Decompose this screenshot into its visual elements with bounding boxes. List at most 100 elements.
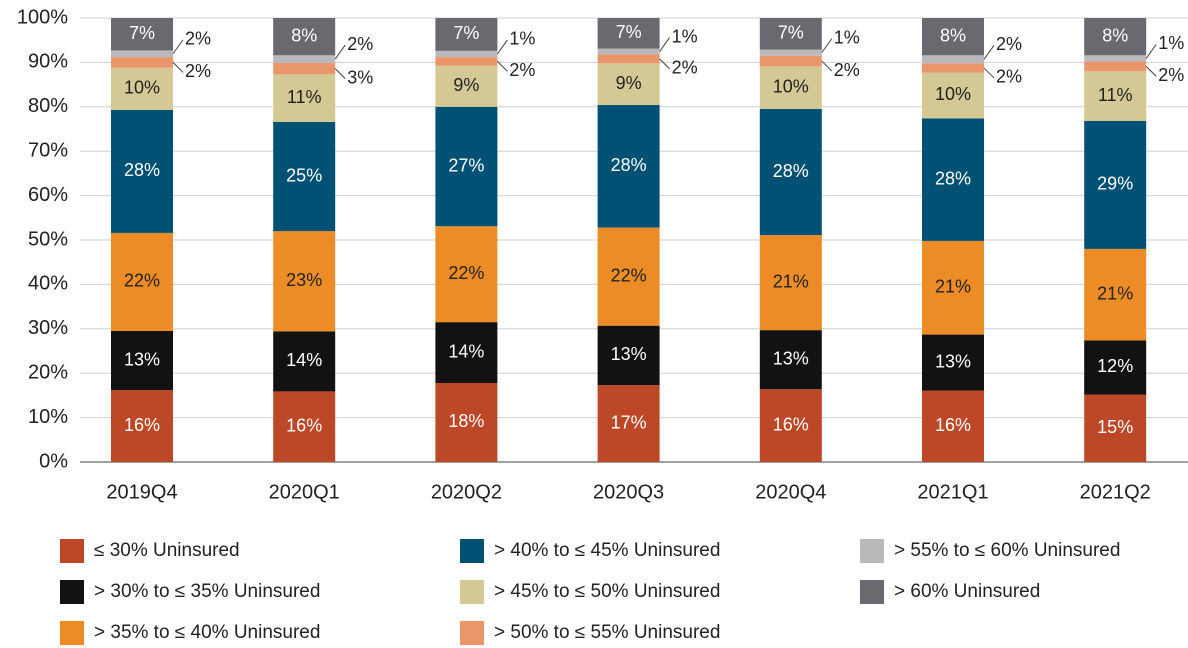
x-tick-label: 2020Q3 [593,481,664,503]
bar-segment [111,67,173,110]
bar-segment [1084,394,1147,462]
bar-segment [111,331,173,391]
leader-line [983,45,995,60]
bar-segment [273,331,336,392]
data-label: 2% [185,61,211,81]
data-label: 7% [778,23,804,43]
legend-swatch [460,539,484,563]
data-label: 14% [286,350,322,370]
bar-segment [273,231,336,332]
bar-segment [597,227,660,326]
bar-segment [1084,55,1147,62]
bar-segment [922,63,984,73]
data-label: 1% [1158,33,1184,53]
data-label: 10% [773,76,809,96]
leader-line [334,44,346,60]
leader-line [983,67,995,79]
bar-segment [435,322,498,383]
bar-segment [1084,71,1147,122]
data-label: 29% [1097,174,1133,194]
data-label: 3% [347,67,373,87]
data-label: 11% [1098,85,1133,105]
data-label: 10% [935,84,971,104]
bar-segment [435,382,498,462]
bar-segment [759,18,822,50]
data-label: 9% [616,73,642,93]
bar-segment [597,54,660,64]
data-label: 9% [453,75,479,95]
y-tick-label: 0% [39,450,68,472]
bar-segment [111,232,173,332]
data-label: 2% [1158,65,1184,85]
leader-line [821,38,833,53]
legend-label: > 55% to ≤ 60% Uninsured [894,540,1120,561]
legend-swatch [460,580,484,604]
data-label: 2% [509,60,535,80]
legend-label: > 40% to ≤ 45% Uninsured [494,540,720,561]
data-label: 13% [124,349,160,369]
legend-swatch [460,621,484,645]
bar-segment [111,390,173,462]
leader-line [172,39,184,55]
y-tick-label: 20% [28,361,68,383]
bar-segment [597,18,660,49]
bar-segment [273,18,336,56]
data-label: 2% [185,28,211,48]
bar-segment [1084,340,1147,395]
data-label: 2% [347,34,373,54]
data-label: 16% [773,414,809,434]
legend-label: > 30% to ≤ 35% Uninsured [94,581,320,602]
legend-label: ≤ 30% Uninsured [94,540,240,561]
data-label: 8% [940,25,966,45]
x-tick-label: 2020Q1 [269,481,340,503]
bar-segment [435,50,498,58]
legend-swatch [60,621,84,645]
leader-line [659,37,671,52]
leader-line [821,60,833,72]
bar-segment [1084,121,1147,249]
legend-swatch [60,580,84,604]
data-label: 1% [509,29,535,49]
bar-segment [111,57,173,68]
data-label: 28% [124,160,160,180]
bar-segment [435,57,498,66]
x-tick-label: 2019Q4 [106,481,177,503]
bar-segment [435,226,498,323]
data-label: 23% [286,270,322,290]
bar-segment [922,390,984,462]
leader-line [497,60,508,72]
data-label: 13% [773,348,809,368]
legend-swatch [860,580,884,604]
legend-label: > 45% to ≤ 50% Uninsured [494,581,720,602]
data-label: 13% [935,351,971,371]
leader-line [334,68,346,79]
legend-swatch [860,539,884,563]
y-tick-label: 100% [17,6,68,28]
bar-segment [111,50,173,58]
bar-segment [759,109,822,236]
bar-segment [1084,248,1147,341]
data-label: 2% [996,34,1022,54]
bar-segment [597,63,660,106]
bar-segment [759,55,822,67]
leader-line [1145,66,1157,77]
data-label: 7% [129,23,155,43]
data-label: 7% [453,23,479,43]
bar-segment [922,240,984,335]
x-tick-label: 2021Q1 [917,481,988,503]
bar-segment [1084,61,1147,72]
leader-line [659,58,670,70]
y-tick-label: 40% [28,273,68,295]
y-tick-label: 90% [28,51,68,73]
x-tick-label: 2020Q4 [755,481,826,503]
data-label: 16% [935,415,971,435]
data-label: 2% [996,67,1022,87]
data-label: 16% [286,415,322,435]
data-label: 7% [616,22,642,42]
y-tick-label: 70% [28,139,68,161]
bar-segment [597,105,660,228]
data-label: 22% [611,265,647,285]
bar-segment [922,334,984,391]
bar-segment [273,62,336,75]
